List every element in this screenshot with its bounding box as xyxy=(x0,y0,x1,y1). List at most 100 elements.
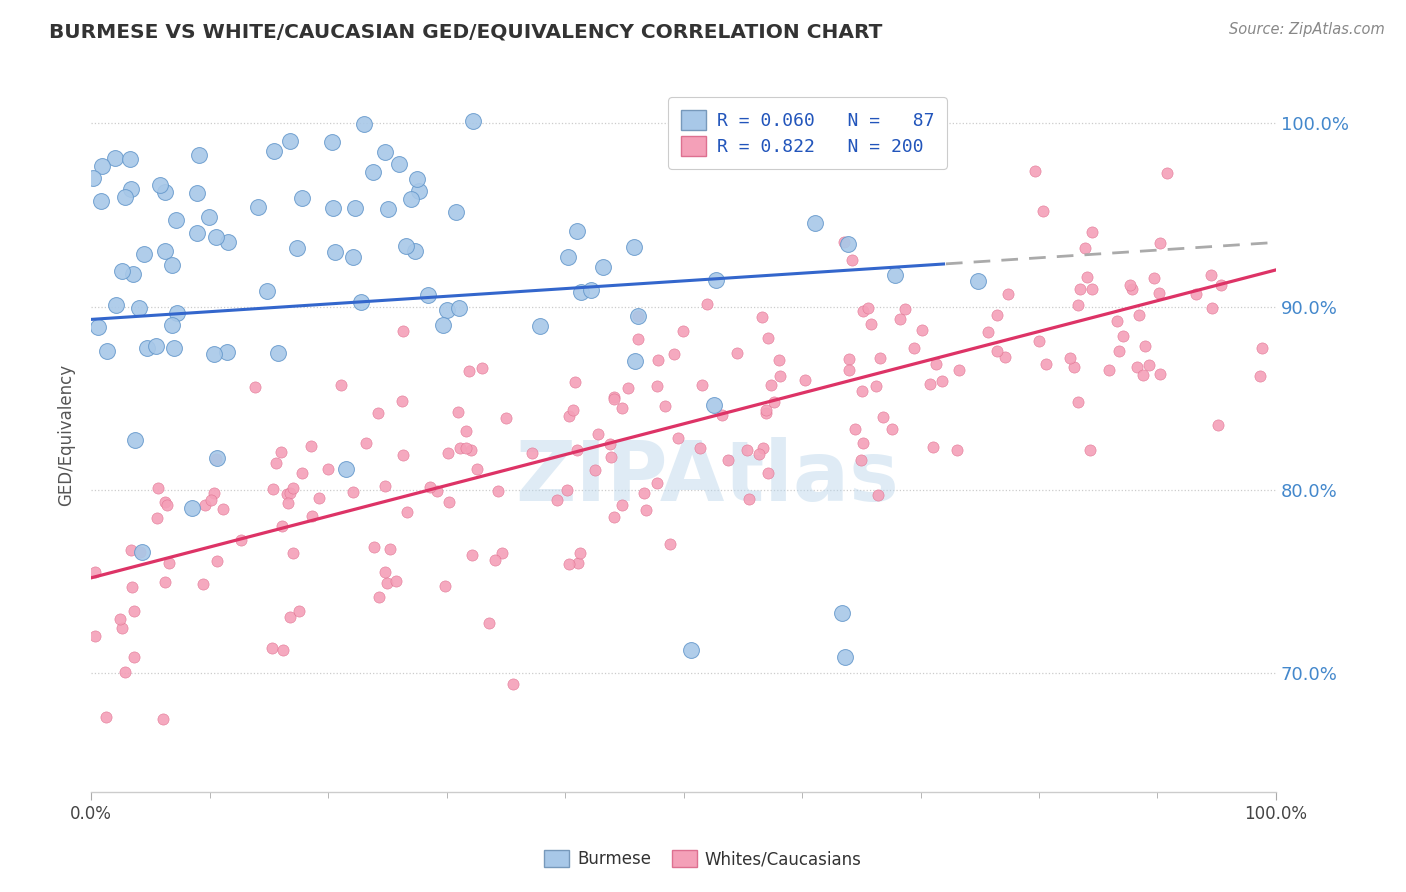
Point xyxy=(1132,368,1154,383)
Point xyxy=(128,301,150,315)
Point xyxy=(716,453,738,467)
Point xyxy=(738,492,761,507)
Point xyxy=(977,326,1000,340)
Point xyxy=(1199,268,1222,283)
Point xyxy=(202,346,225,360)
Point xyxy=(288,604,311,618)
Point xyxy=(986,344,1008,359)
Point xyxy=(922,440,945,454)
Point xyxy=(1098,363,1121,377)
Point xyxy=(841,252,863,267)
Point xyxy=(436,303,458,318)
Point xyxy=(363,540,385,554)
Point xyxy=(291,191,314,205)
Point xyxy=(852,435,875,450)
Point xyxy=(200,493,222,508)
Point xyxy=(756,331,779,345)
Point xyxy=(946,442,969,457)
Point xyxy=(627,332,650,346)
Point xyxy=(865,379,887,393)
Point xyxy=(153,574,176,589)
Point xyxy=(634,502,657,516)
Point xyxy=(882,422,904,436)
Point xyxy=(111,621,134,635)
Point xyxy=(460,548,482,562)
Point xyxy=(612,401,634,415)
Point xyxy=(145,339,167,353)
Point xyxy=(374,145,396,160)
Point xyxy=(437,446,460,460)
Point xyxy=(1028,334,1050,349)
Point xyxy=(186,226,208,240)
Point xyxy=(689,441,711,455)
Point xyxy=(756,467,779,481)
Point xyxy=(392,448,415,462)
Point xyxy=(129,544,152,558)
Point xyxy=(486,483,509,498)
Point xyxy=(1135,339,1157,353)
Point xyxy=(627,309,650,323)
Point xyxy=(925,357,948,371)
Point xyxy=(188,148,211,162)
Point xyxy=(82,171,104,186)
Point xyxy=(555,483,578,497)
Point xyxy=(623,354,645,368)
Point xyxy=(1105,314,1128,328)
Point xyxy=(153,244,176,258)
Point xyxy=(202,485,225,500)
Point xyxy=(568,546,591,560)
Point xyxy=(374,566,396,580)
Point xyxy=(404,244,426,258)
Point xyxy=(186,186,208,200)
Point xyxy=(111,264,134,278)
Point xyxy=(1211,277,1233,292)
Point xyxy=(342,485,364,500)
Point xyxy=(1119,277,1142,292)
Point xyxy=(149,178,172,193)
Point xyxy=(478,615,501,630)
Point xyxy=(153,185,176,199)
Point xyxy=(1185,287,1208,301)
Point xyxy=(647,353,669,368)
Point xyxy=(762,394,785,409)
Point xyxy=(627,309,650,323)
Point xyxy=(704,273,727,287)
Point xyxy=(557,250,579,264)
Point xyxy=(205,451,228,466)
Point xyxy=(1149,367,1171,381)
Point xyxy=(1035,357,1057,371)
Point xyxy=(1206,417,1229,432)
Point xyxy=(449,301,471,315)
Point xyxy=(301,509,323,524)
Point xyxy=(834,649,856,664)
Point xyxy=(495,411,517,425)
Point xyxy=(696,297,718,311)
Point xyxy=(308,491,330,505)
Point xyxy=(567,556,589,570)
Point xyxy=(156,499,179,513)
Point xyxy=(405,171,427,186)
Point xyxy=(114,665,136,679)
Point xyxy=(1080,443,1102,458)
Point xyxy=(986,308,1008,322)
Point xyxy=(96,344,118,359)
Point xyxy=(1126,359,1149,374)
Point xyxy=(603,510,626,524)
Point xyxy=(87,320,110,334)
Point xyxy=(396,505,419,519)
Point xyxy=(148,482,170,496)
Point xyxy=(1156,166,1178,180)
Point xyxy=(277,495,299,509)
Point xyxy=(755,403,778,417)
Point xyxy=(361,165,384,179)
Point xyxy=(562,403,585,417)
Point xyxy=(273,643,295,657)
Point xyxy=(1121,282,1143,296)
Point xyxy=(278,609,301,624)
Point xyxy=(120,543,142,558)
Point xyxy=(672,325,695,339)
Point xyxy=(1108,344,1130,359)
Point xyxy=(889,312,911,326)
Point xyxy=(204,452,226,467)
Point xyxy=(120,152,142,166)
